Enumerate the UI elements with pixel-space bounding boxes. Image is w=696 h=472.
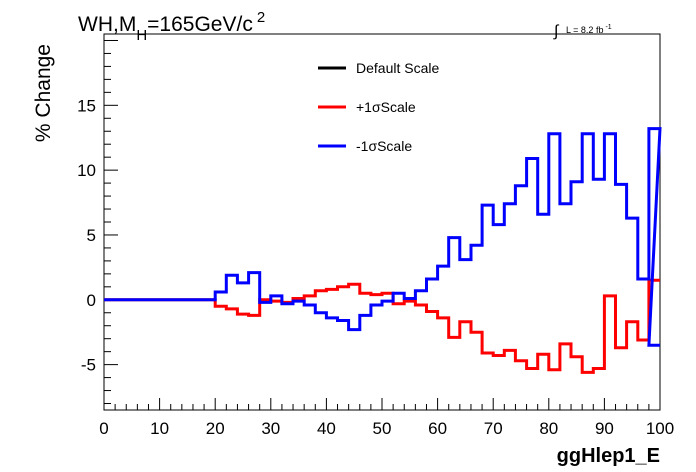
- title-superscript: 2: [257, 9, 265, 26]
- x-tick-label: 50: [373, 419, 392, 438]
- x-tick-label: 100: [646, 419, 674, 438]
- x-axis-label: ggHlep1_E: [557, 445, 660, 467]
- legend-label-2: -1σScale: [356, 138, 412, 154]
- svg-text:WH,MH=165GeV/c2: WH,MH=165GeV/c 2: [78, 9, 265, 44]
- chart-title: WH,MH=165GeV/c 2: [78, 9, 265, 44]
- series-line-2: [104, 127, 662, 347]
- title-main: WH,M: [78, 13, 136, 36]
- tick-labels: 0 10 20 30 40 50 60 70 80 90 100 -5 0 5 10 15: [77, 96, 674, 438]
- luminosity-text: L = 8.2 fb -1: [566, 24, 612, 35]
- title-subscript: H: [136, 27, 147, 44]
- legend-label-0: Default Scale: [356, 60, 439, 76]
- x-tick-label: 0: [99, 419, 108, 438]
- y-tick-label: 10: [77, 161, 96, 180]
- series-line-1: [104, 278, 660, 374]
- x-tick-label: 30: [261, 419, 280, 438]
- series-layer: [104, 127, 662, 374]
- x-tick-label: 60: [428, 419, 447, 438]
- y-tick-label: 15: [77, 96, 96, 115]
- title-rest: =165GeV/c: [147, 13, 253, 36]
- integral-symbol: ∫: [553, 23, 560, 40]
- y-tick-label: -5: [81, 356, 96, 375]
- luminosity-label: ∫ L = 8.2 fb -1: [553, 23, 612, 40]
- luminosity-unit-superscript: -1: [605, 24, 611, 31]
- legend-label-1: +1σScale: [356, 99, 416, 115]
- x-tick-label: 40: [317, 419, 336, 438]
- x-tick-label: 10: [150, 419, 169, 438]
- luminosity-value: L = 8.2 fb: [566, 25, 603, 35]
- y-tick-label: 5: [87, 226, 96, 245]
- x-tick-label: 20: [206, 419, 225, 438]
- axis-ticks: [103, 39, 661, 410]
- x-tick-label: 90: [595, 419, 614, 438]
- x-tick-label: 70: [484, 419, 503, 438]
- x-tick-label: 80: [539, 419, 558, 438]
- y-tick-label: 0: [87, 291, 96, 310]
- legend: Default Scale +1σScale -1σScale: [318, 60, 439, 154]
- y-axis-label: % Change: [32, 44, 55, 142]
